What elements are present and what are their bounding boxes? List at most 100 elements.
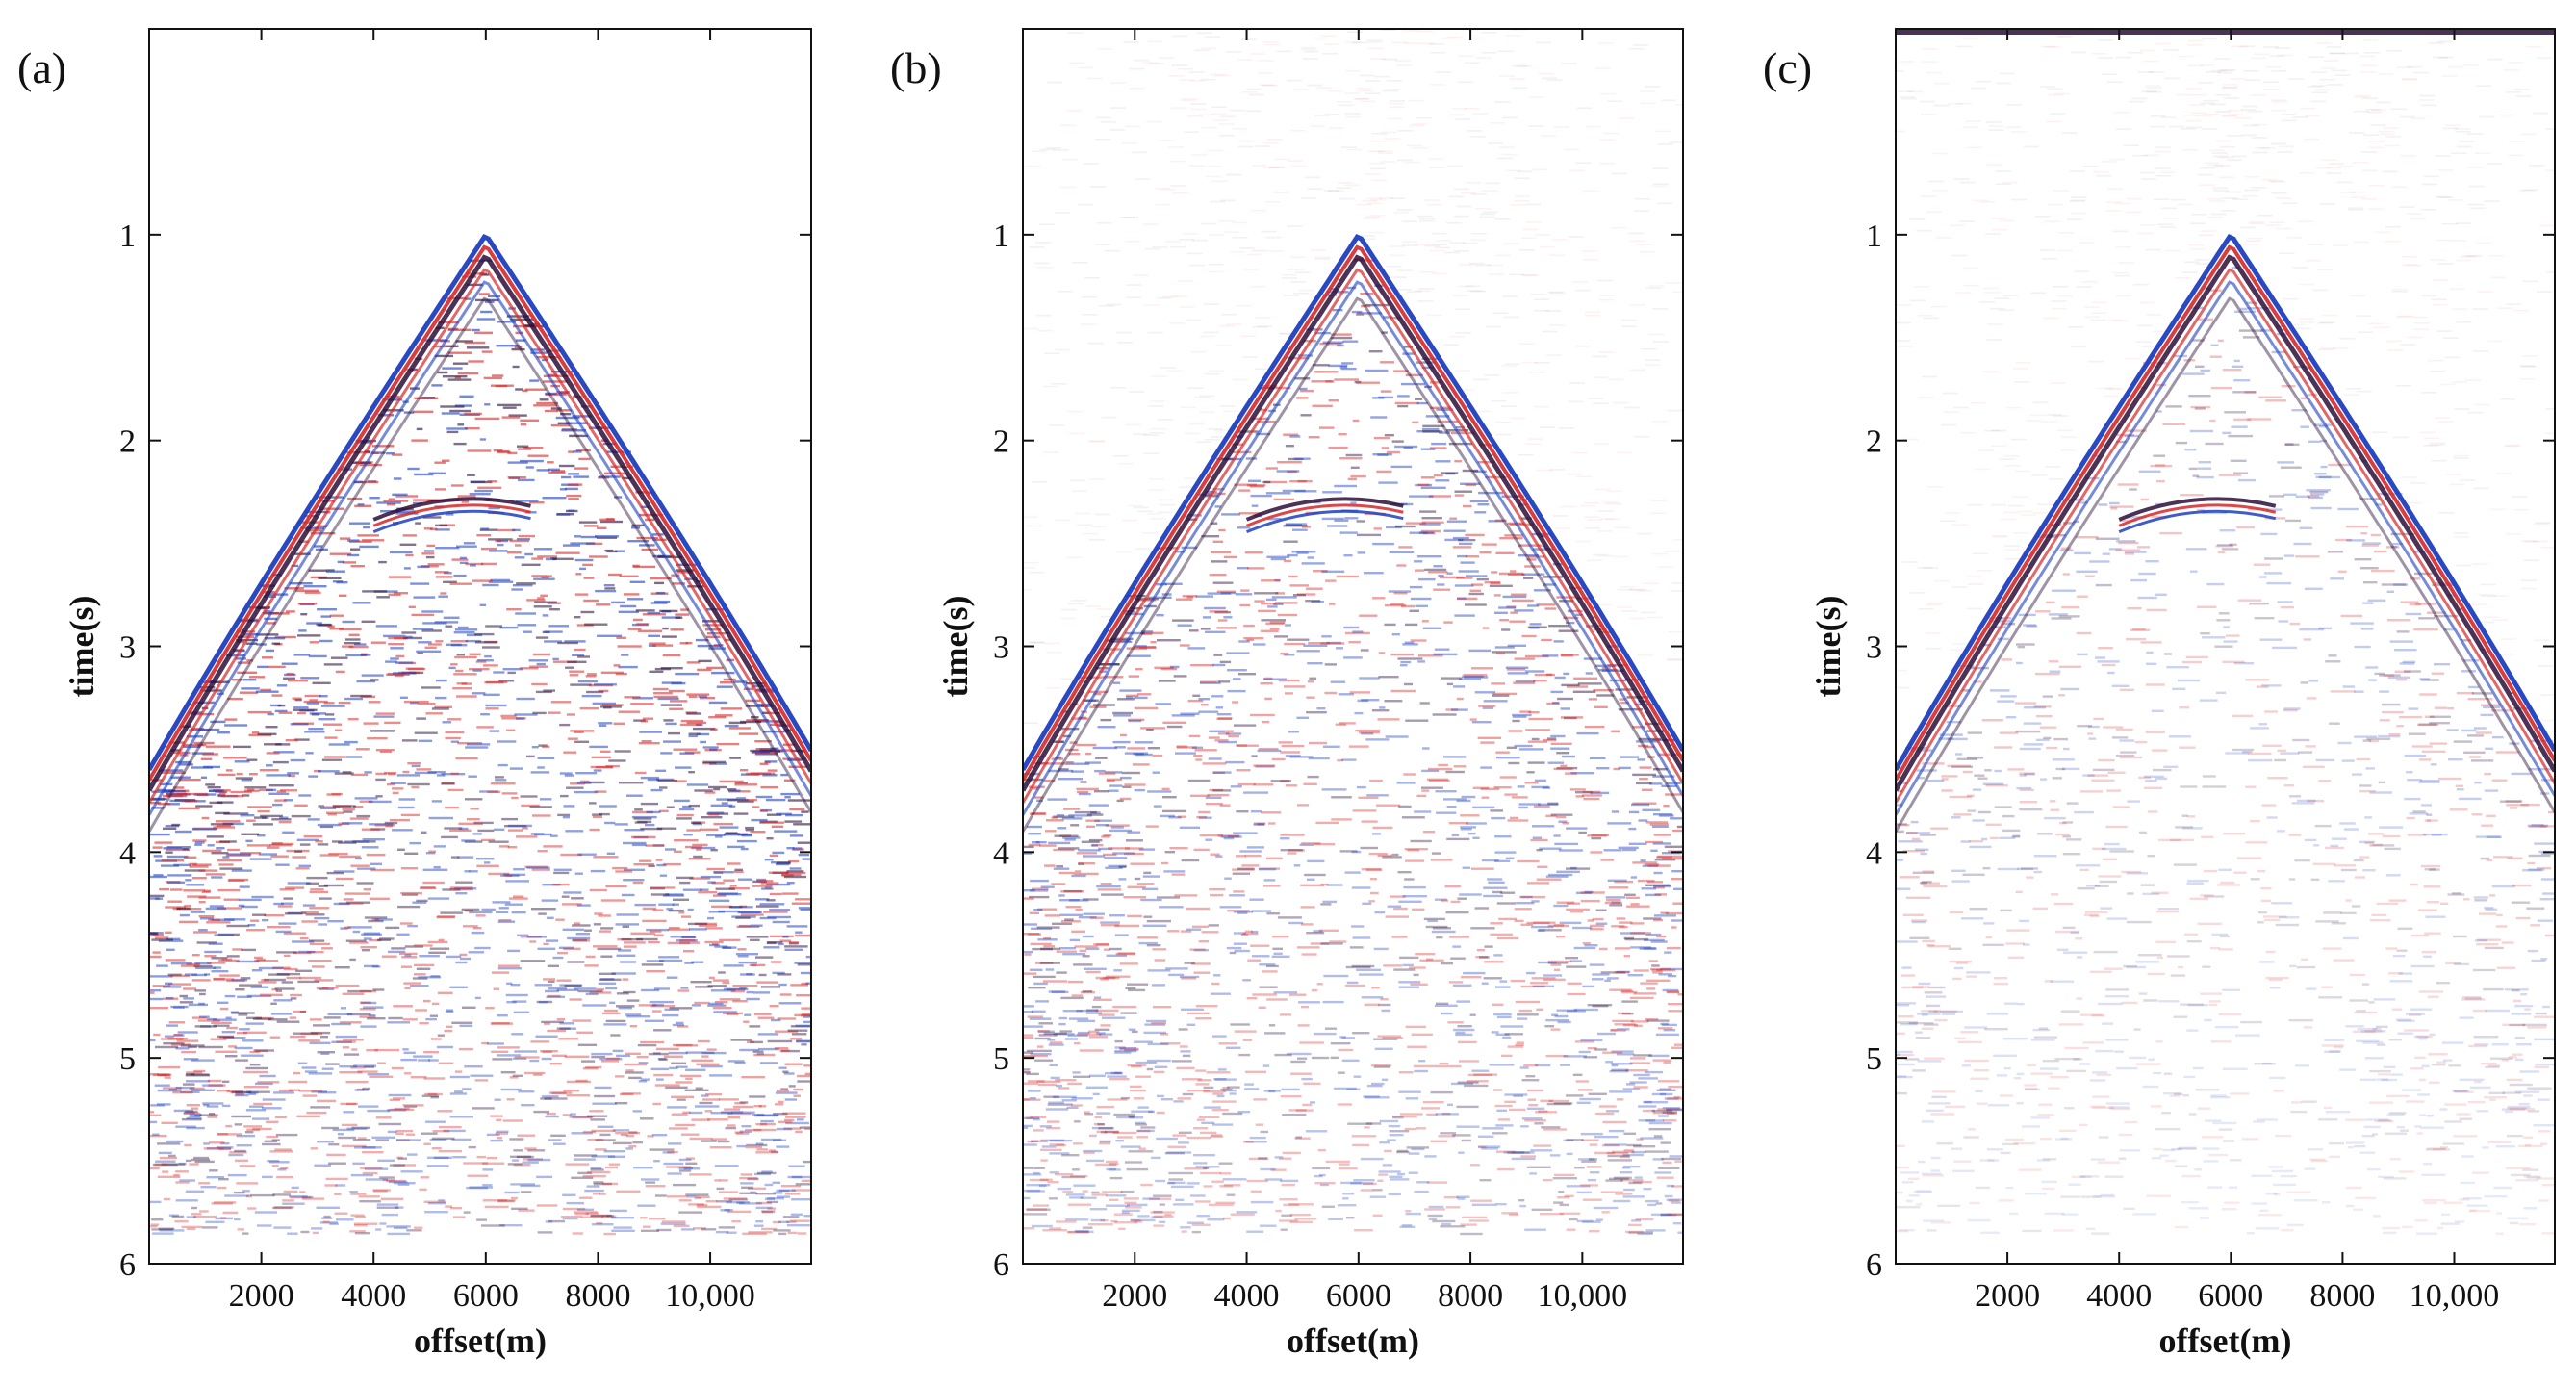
noise-mark (1308, 757, 1330, 760)
noise-mark (245, 1022, 264, 1025)
noise-mark (293, 708, 318, 711)
y-tick-label: 5 (119, 1041, 136, 1077)
noise-mark (1604, 1143, 1627, 1146)
noise-mark (377, 1062, 386, 1064)
noise-mark (185, 1110, 198, 1114)
noise-mark (1398, 805, 1412, 808)
noise-mark (1529, 1172, 1537, 1175)
noise-mark (283, 897, 293, 900)
noise-mark (431, 1002, 440, 1006)
noise-mark (1023, 1126, 1029, 1129)
noise-mark (1055, 1173, 1074, 1176)
noise-mark (575, 573, 582, 576)
noise-mark (337, 560, 344, 564)
noise-mark (1635, 1218, 1654, 1221)
noise-mark (533, 577, 555, 580)
noise-mark (1600, 971, 1625, 974)
noise-mark (652, 538, 667, 541)
noise-mark (358, 1105, 379, 1108)
noise-mark (1518, 1199, 1525, 1202)
noise-mark (595, 589, 617, 593)
noise-mark (557, 641, 578, 645)
noise-mark (1430, 859, 1453, 861)
noise-mark (559, 1027, 576, 1030)
noise-mark (1512, 715, 1527, 718)
noise-mark (1405, 1210, 1412, 1213)
noise-mark (574, 593, 589, 596)
noise-mark (1524, 654, 1549, 658)
noise-mark (266, 1120, 279, 1123)
noise-mark (199, 686, 216, 689)
noise-mark (330, 656, 348, 659)
noise-mark (1611, 1050, 1634, 1053)
noise-mark (154, 841, 173, 844)
noise-mark (1381, 447, 1390, 449)
noise-mark (300, 677, 319, 680)
noise-mark (593, 856, 619, 859)
noise-mark (752, 719, 769, 722)
noise-mark (624, 941, 646, 944)
noise-mark (1566, 685, 1589, 688)
noise-mark (506, 1001, 517, 1004)
noise-mark (534, 984, 553, 987)
noise-mark (727, 1060, 745, 1063)
noise-mark (1164, 851, 1175, 854)
noise-mark (1233, 932, 1246, 935)
noise-mark (675, 1044, 699, 1047)
noise-mark (520, 795, 538, 798)
noise-mark (228, 878, 249, 882)
noise-mark (1182, 595, 1198, 598)
noise-mark (209, 1141, 225, 1144)
noise-mark (1214, 739, 1229, 742)
noise-mark (1209, 574, 1227, 577)
noise-mark (1265, 964, 1279, 968)
noise-mark (582, 1067, 599, 1070)
noise-mark (1253, 783, 1274, 786)
noise-mark (1526, 921, 1550, 925)
noise-mark (1556, 1009, 1578, 1012)
noise-mark (255, 690, 279, 693)
noise-mark (627, 628, 642, 630)
noise-mark (747, 799, 757, 802)
noise-mark (332, 1128, 355, 1132)
noise-mark (786, 925, 808, 928)
noise-mark (1448, 442, 1473, 446)
noise-mark (720, 707, 743, 710)
noise-mark (1226, 652, 1250, 654)
noise-mark (584, 929, 592, 932)
noise-mark (1632, 773, 1656, 777)
noise-mark (676, 1098, 686, 1101)
noise-mark (1296, 397, 1309, 399)
noise-mark (1432, 1219, 1456, 1223)
noise-mark (1329, 603, 1336, 605)
noise-mark (1460, 1232, 1483, 1236)
noise-mark (1319, 343, 1342, 346)
noise-mark (1405, 1025, 1426, 1029)
noise-mark (257, 665, 268, 669)
noise-mark (152, 1133, 160, 1136)
noise-mark (264, 617, 278, 621)
noise-mark (548, 1219, 565, 1223)
noise-mark (739, 911, 762, 913)
noise-mark (458, 827, 469, 831)
noise-mark (571, 1176, 594, 1179)
noise-mark (676, 813, 694, 817)
noise-mark (208, 942, 223, 945)
noise-mark (1469, 589, 1482, 592)
noise-mark (767, 1197, 784, 1200)
noise-mark (234, 1123, 243, 1126)
noise-mark (166, 937, 181, 940)
noise-mark (790, 984, 808, 987)
noise-mark (1338, 693, 1354, 696)
noise-mark (153, 874, 164, 877)
noise-mark (271, 694, 283, 697)
noise-mark (1391, 936, 1408, 938)
noise-mark (1237, 911, 1248, 914)
noise-mark (608, 573, 622, 577)
noise-mark (1322, 491, 1342, 494)
noise-mark (171, 1043, 191, 1046)
noise-mark (1138, 941, 1158, 945)
noise-mark (464, 297, 472, 300)
noise-mark (1372, 709, 1390, 712)
noise-mark (207, 1116, 217, 1118)
